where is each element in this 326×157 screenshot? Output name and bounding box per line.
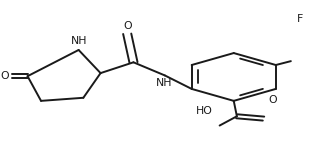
Text: NH: NH — [156, 78, 172, 88]
Text: F: F — [296, 14, 303, 24]
Text: O: O — [0, 71, 9, 81]
Text: NH: NH — [70, 36, 87, 46]
Text: O: O — [123, 21, 131, 31]
Text: HO: HO — [196, 106, 213, 116]
Text: O: O — [269, 95, 277, 105]
